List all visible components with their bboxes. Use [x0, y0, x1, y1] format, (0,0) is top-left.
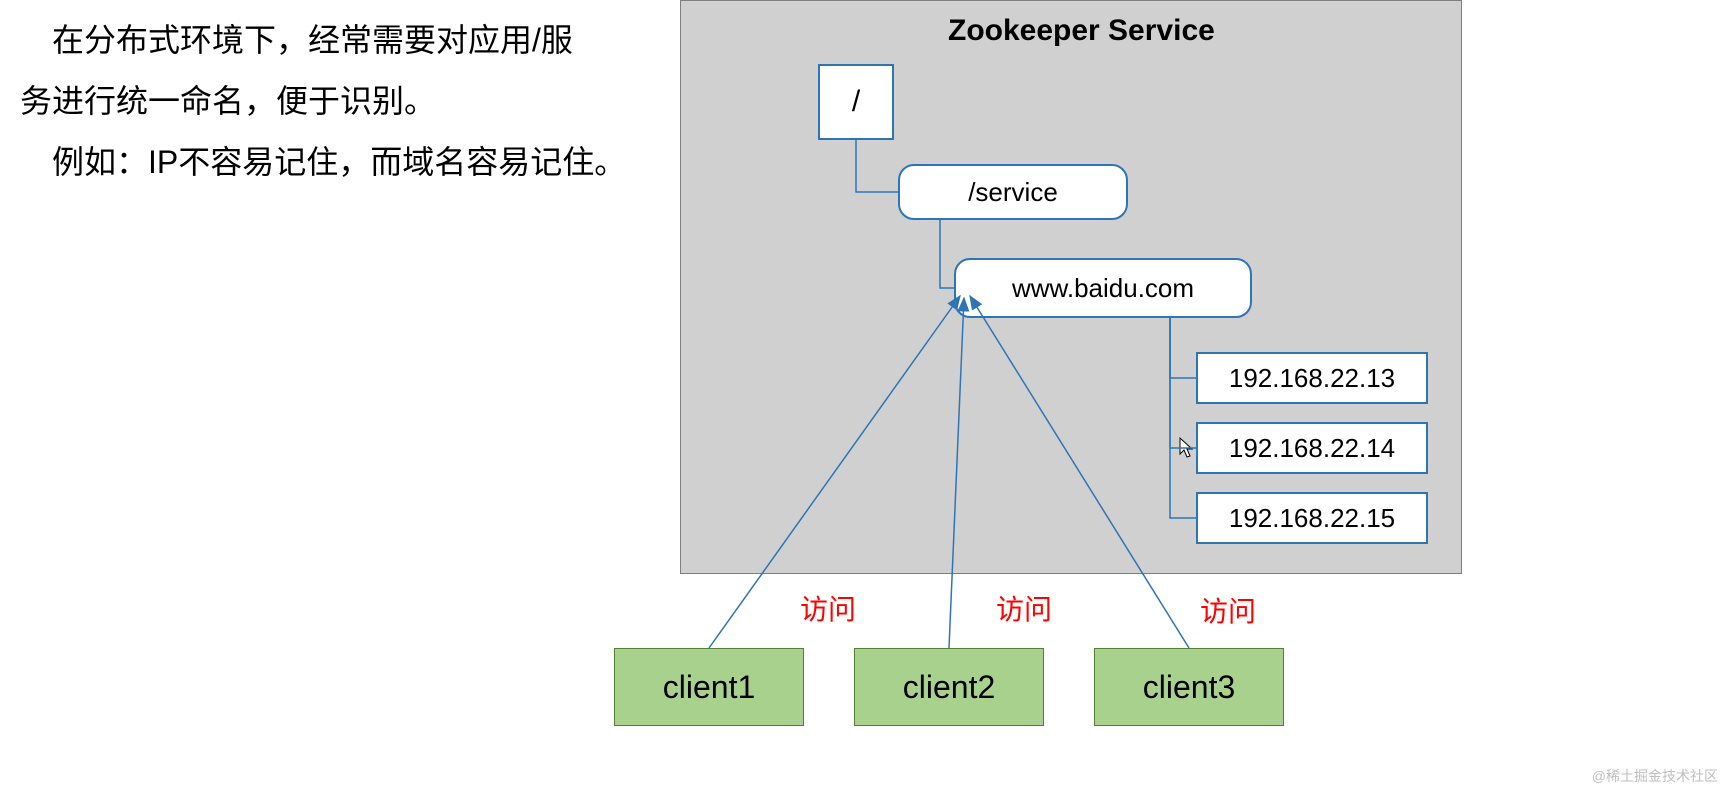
para1-line1: 在分布式环境下，经常需要对应用/服 — [20, 10, 640, 71]
watermark: @稀土掘金技术社区 — [1592, 766, 1718, 786]
para2: 例如：IP不容易记住，而域名容易记住。 — [20, 132, 640, 193]
client3-box: client3 — [1094, 648, 1284, 726]
access-label-1: 访问 — [800, 588, 856, 628]
node-ip2: 192.168.22.14 — [1196, 422, 1428, 474]
access-label-3: 访问 — [1200, 590, 1256, 630]
node-service: /service — [898, 164, 1128, 220]
node-root: / — [818, 64, 894, 140]
client1-box: client1 — [614, 648, 804, 726]
access-label-2: 访问 — [996, 588, 1052, 628]
node-ip1: 192.168.22.13 — [1196, 352, 1428, 404]
panel-title: Zookeeper Service — [948, 14, 1215, 48]
description-text: 在分布式环境下，经常需要对应用/服 务进行统一命名，便于识别。 例如：IP不容易… — [20, 10, 640, 192]
client2-box: client2 — [854, 648, 1044, 726]
para1-line2: 务进行统一命名，便于识别。 — [20, 71, 640, 132]
node-domain: www.baidu.com — [954, 258, 1252, 318]
node-ip3: 192.168.22.15 — [1196, 492, 1428, 544]
cursor-icon — [1178, 436, 1196, 465]
